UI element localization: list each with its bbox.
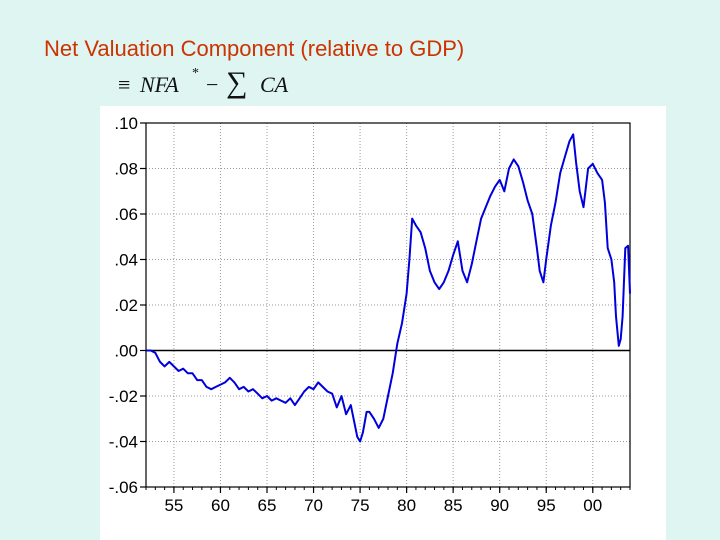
y-tick-label: .02: [114, 296, 138, 315]
y-tick-label: .00: [114, 342, 138, 361]
y-tick-label: .10: [114, 114, 138, 133]
x-tick-label: 85: [444, 496, 463, 515]
chart: .10 .08 .06 .04 .02 .00 -.02 -.04 -.06 55 60 65 70 75…: [109, 114, 631, 515]
y-tick-label: .08: [114, 160, 138, 179]
formula-ca: CA: [260, 72, 289, 97]
x-tick-label: 00: [583, 496, 602, 515]
y-tick-label: .06: [114, 205, 138, 224]
formula-sum: ∑: [226, 66, 248, 99]
x-tick-label: 95: [537, 496, 556, 515]
formula-star: *: [192, 66, 199, 81]
x-tick-label: 70: [304, 496, 323, 515]
series-line: [146, 133, 631, 443]
y-tick-label: -.06: [109, 478, 138, 497]
x-tick-label: 90: [490, 496, 509, 515]
x-tick-label: 60: [211, 496, 230, 515]
formula-nfa: NFA: [140, 72, 179, 97]
chart-frame: .10 .08 .06 .04 .02 .00 -.02 -.04 -.06 55 60 65 70 75…: [100, 106, 666, 540]
y-tick-label: -.04: [109, 433, 138, 452]
formula-equiv: ≡: [118, 72, 131, 97]
y-tick-label: .04: [114, 251, 138, 270]
x-tick-label: 80: [397, 496, 416, 515]
slide-title: Net Valuation Component (relative to GDP…: [44, 36, 465, 61]
x-tick-label: 55: [164, 496, 183, 515]
formula-minus: −: [206, 72, 219, 97]
x-tick-label: 65: [258, 496, 277, 515]
x-tick-label: 75: [351, 496, 370, 515]
y-tick-label: -.02: [109, 387, 138, 406]
